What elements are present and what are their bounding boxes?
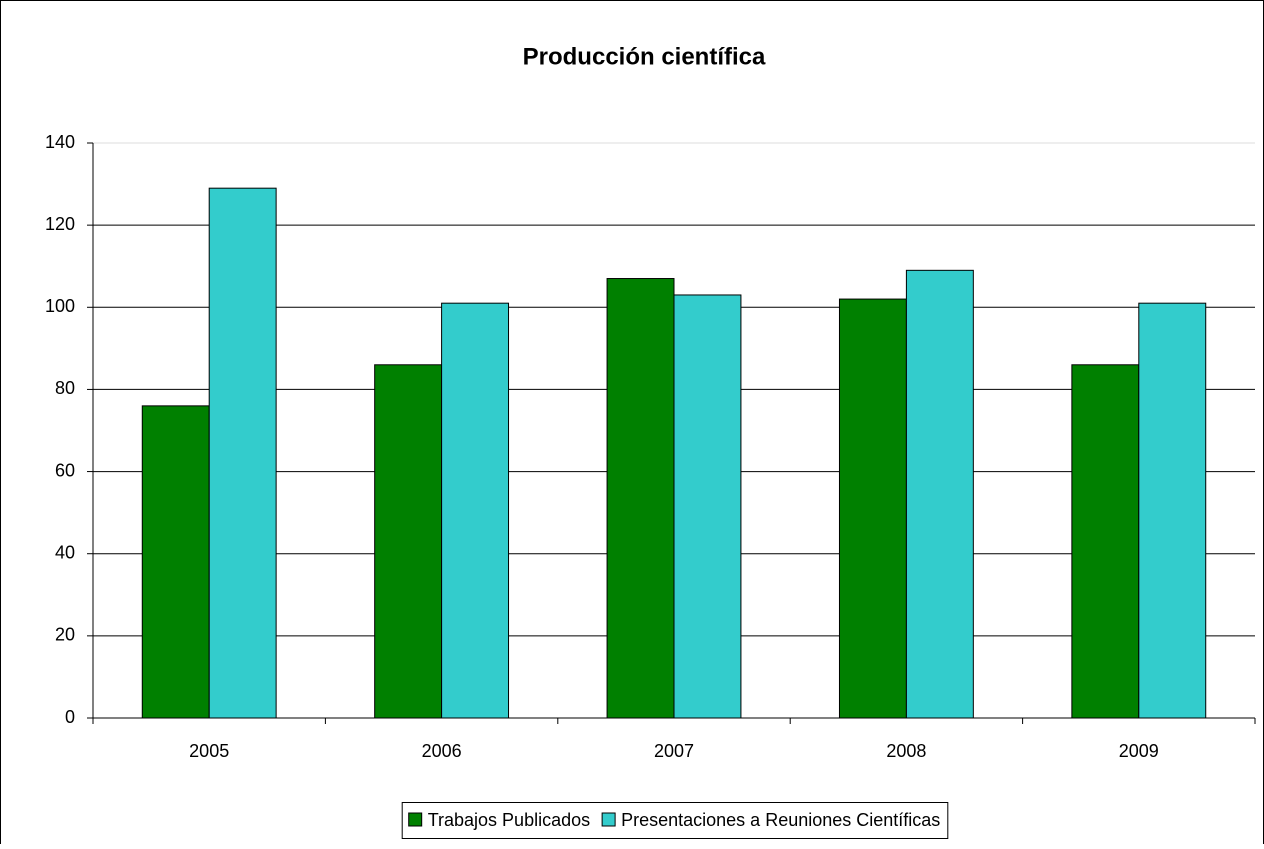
legend-label: Presentaciones a Reuniones Científicas xyxy=(621,810,940,830)
legend-swatch xyxy=(601,812,616,827)
bar xyxy=(1071,364,1140,719)
y-tick-label: 60 xyxy=(55,460,75,480)
chart-title: Producción científica xyxy=(523,43,766,70)
x-tick-label: 2009 xyxy=(1119,741,1159,761)
x-tick-label: 2006 xyxy=(422,741,462,761)
y-tick-label: 20 xyxy=(55,625,75,645)
bar xyxy=(141,405,210,719)
legend-label: Trabajos Publicados xyxy=(428,810,590,830)
bar xyxy=(838,298,907,719)
x-tick-label: 2008 xyxy=(886,741,926,761)
bar xyxy=(905,269,974,719)
bar xyxy=(673,294,742,719)
x-tick-label: 2007 xyxy=(654,741,694,761)
y-tick-label: 100 xyxy=(45,296,75,316)
y-tick-label: 0 xyxy=(65,707,75,727)
bar xyxy=(208,187,277,719)
legend-swatch xyxy=(408,812,423,827)
y-tick-label: 40 xyxy=(55,542,75,562)
y-tick-label: 140 xyxy=(45,132,75,152)
x-tick-label: 2005 xyxy=(189,741,229,761)
bar xyxy=(441,302,510,719)
bar xyxy=(374,364,443,719)
bar xyxy=(1138,302,1207,719)
y-tick-label: 80 xyxy=(55,378,75,398)
y-tick-label: 120 xyxy=(45,214,75,234)
legend xyxy=(401,802,949,839)
bar xyxy=(606,278,675,719)
